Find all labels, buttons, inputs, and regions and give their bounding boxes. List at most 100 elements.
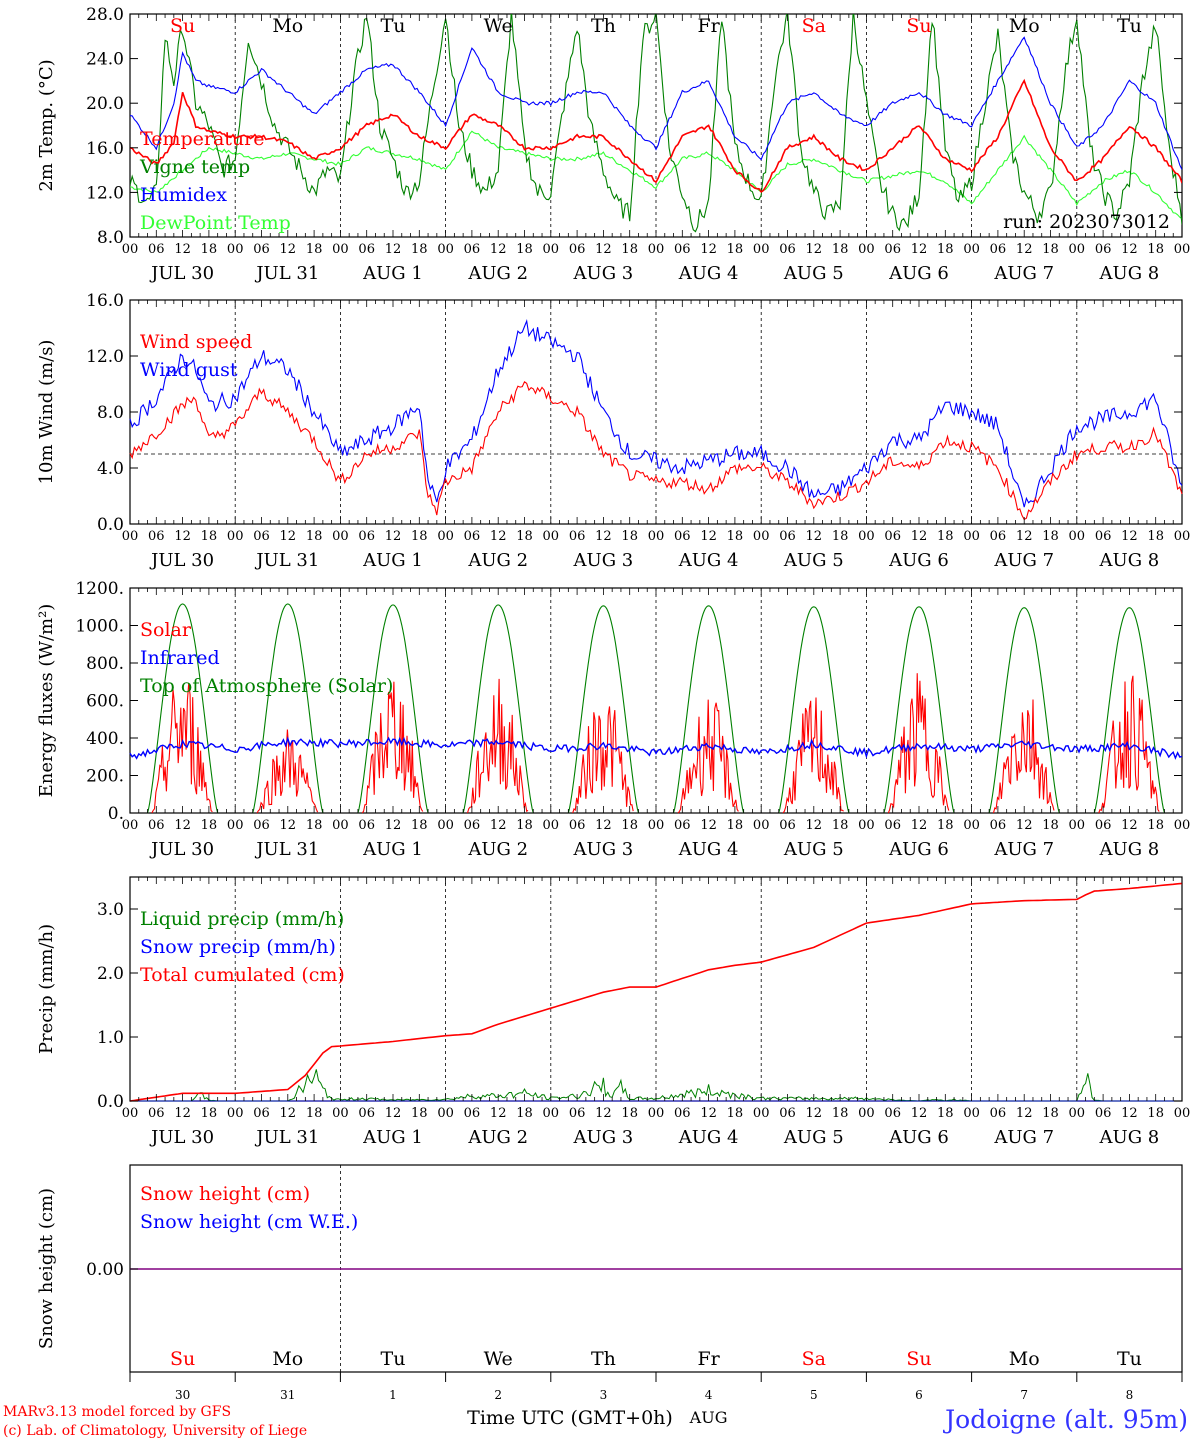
hour-tick-label: 00 [227, 1106, 244, 1121]
day-number-label: 5 [810, 1388, 818, 1402]
day-number-label: 3 [600, 1388, 608, 1402]
hour-tick-label: 06 [569, 818, 586, 833]
hour-tick-label: 06 [358, 242, 375, 257]
hour-tick-label: 18 [1042, 242, 1059, 257]
panel-energy: 00 06 12 18 JUL 30 00 06 12 18 JUL 31 00 06 12 18 AUG … [36, 579, 1190, 860]
weekday-label: Th [591, 15, 616, 37]
hour-tick-label: 00 [1069, 1106, 1086, 1121]
y-tick-label: 800. [86, 654, 124, 674]
hour-tick-label: 12 [911, 1106, 928, 1121]
toa-solar-line [778, 606, 850, 814]
hour-tick-label: 00 [753, 242, 770, 257]
y-tick-label: 16.0 [86, 139, 124, 159]
hour-tick-label: 00 [227, 818, 244, 833]
hour-tick-label: 06 [148, 1106, 165, 1121]
date-label: AUG 5 [783, 839, 844, 860]
legend-entry: Humidex [140, 184, 227, 206]
legend-entry: Wind gust [140, 359, 238, 381]
hour-tick-label: 06 [569, 529, 586, 544]
legend-entry: Solar [140, 619, 192, 641]
hour-tick-label: 12 [595, 529, 612, 544]
hour-tick-label: 18 [832, 1106, 849, 1121]
hour-tick-label: 00 [332, 242, 349, 257]
hour-tick-label: 00 [122, 529, 139, 544]
day-number-label: 8 [1126, 1388, 1134, 1402]
infrared-line [129, 736, 1183, 760]
hour-tick-label: 06 [358, 529, 375, 544]
hour-tick-label: 06 [253, 529, 270, 544]
hour-tick-label: 06 [358, 1106, 375, 1121]
hour-tick-label: 18 [621, 242, 638, 257]
toa-solar-line [567, 605, 640, 814]
hour-tick-label: 06 [674, 242, 691, 257]
hour-tick-label: 12 [595, 818, 612, 833]
hour-tick-label: 12 [806, 1106, 823, 1121]
weekday-label: We [484, 15, 513, 37]
date-label: AUG 1 [362, 839, 423, 860]
y-tick-label: 400. [86, 729, 124, 749]
hour-tick-label: 12 [806, 242, 823, 257]
hour-tick-label: 18 [1147, 1106, 1164, 1121]
hour-tick-label: 00 [1174, 818, 1191, 833]
date-label: AUG 8 [1099, 263, 1160, 284]
hour-tick-label: 18 [727, 529, 744, 544]
hour-tick-label: 18 [621, 529, 638, 544]
legend-entry: Snow height (cm W.E.) [140, 1211, 358, 1233]
hour-tick-label: 00 [1069, 818, 1086, 833]
date-label: AUG 1 [362, 550, 423, 571]
hour-tick-label: 12 [911, 242, 928, 257]
weekday-label: Tu [381, 15, 406, 37]
hour-tick-label: 18 [937, 818, 954, 833]
hour-tick-label: 06 [990, 818, 1007, 833]
date-label: JUL 31 [254, 839, 319, 860]
hour-tick-label: 12 [280, 242, 297, 257]
day-number-label: 4 [705, 1388, 713, 1402]
legend-entry: Temperature [140, 128, 264, 150]
y-axis-label: Snow height (cm) [36, 1188, 57, 1349]
hour-tick-label: 18 [727, 242, 744, 257]
y-tick-label: 3.0 [97, 900, 124, 920]
series-line-temperature [130, 78, 1182, 194]
date-label: AUG 5 [783, 263, 844, 284]
weekday-label: Sa [802, 1348, 826, 1370]
hour-tick-label: 12 [385, 1106, 402, 1121]
hour-tick-label: 18 [411, 242, 428, 257]
hour-tick-label: 18 [832, 529, 849, 544]
hour-tick-label: 00 [437, 818, 454, 833]
legend-entry: Total cumulated (cm) [140, 964, 345, 986]
legend-entry: Wind speed [140, 331, 252, 353]
legend-entry: DewPoint Temp [140, 212, 291, 234]
hour-tick-label: 06 [253, 1106, 270, 1121]
toa-solar-line [1093, 607, 1166, 814]
hour-tick-label: 00 [858, 242, 875, 257]
date-label: JUL 30 [149, 550, 214, 571]
date-label: AUG 2 [467, 1127, 528, 1148]
date-label: AUG 7 [993, 550, 1054, 571]
date-label: AUG 4 [678, 839, 739, 860]
date-label: JUL 30 [149, 839, 214, 860]
hour-tick-label: 00 [122, 818, 139, 833]
hour-tick-label: 00 [963, 242, 980, 257]
plot-frame [129, 13, 1183, 238]
hour-tick-label: 12 [1016, 818, 1033, 833]
y-tick-label: 8.0 [97, 403, 124, 423]
weekday-label: Su [906, 15, 931, 37]
hour-tick-label: 18 [727, 1106, 744, 1121]
weekday-label: Mo [1009, 15, 1040, 37]
solar-line [992, 699, 1055, 814]
hour-tick-label: 12 [1121, 242, 1138, 257]
hour-tick-label: 18 [1042, 529, 1059, 544]
day-number-label: 6 [915, 1388, 923, 1402]
hour-tick-label: 06 [1095, 529, 1112, 544]
series-line-humidex [130, 36, 1182, 170]
date-label: AUG 2 [467, 839, 528, 860]
hour-tick-label: 06 [779, 242, 796, 257]
hour-tick-label: 00 [437, 242, 454, 257]
hour-tick-label: 00 [858, 529, 875, 544]
hour-tick-label: 18 [832, 818, 849, 833]
hour-tick-label: 00 [332, 818, 349, 833]
hour-tick-label: 00 [122, 1106, 139, 1121]
hour-tick-label: 00 [753, 1106, 770, 1121]
legend-entry: Snow height (cm) [140, 1183, 310, 1205]
hour-tick-label: 12 [174, 529, 191, 544]
